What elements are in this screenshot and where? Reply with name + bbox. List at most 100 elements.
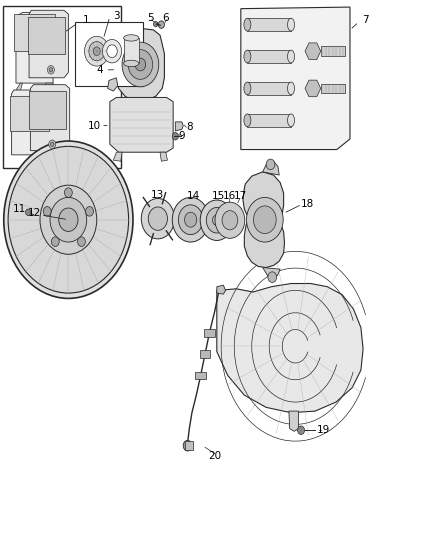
Polygon shape bbox=[113, 152, 122, 161]
Polygon shape bbox=[263, 161, 279, 175]
Polygon shape bbox=[263, 268, 280, 278]
Circle shape bbox=[172, 133, 178, 140]
Ellipse shape bbox=[288, 114, 294, 127]
Polygon shape bbox=[12, 90, 52, 155]
Polygon shape bbox=[28, 17, 65, 54]
Circle shape bbox=[215, 202, 245, 238]
Polygon shape bbox=[16, 12, 59, 83]
Text: 12: 12 bbox=[28, 208, 41, 219]
Ellipse shape bbox=[124, 35, 139, 41]
Polygon shape bbox=[160, 152, 167, 161]
Polygon shape bbox=[289, 411, 298, 431]
Circle shape bbox=[178, 205, 203, 235]
Circle shape bbox=[247, 197, 283, 242]
Text: 16: 16 bbox=[223, 191, 236, 201]
Polygon shape bbox=[175, 122, 183, 131]
Circle shape bbox=[153, 21, 158, 27]
Text: 17: 17 bbox=[233, 191, 247, 201]
Polygon shape bbox=[217, 284, 363, 413]
Circle shape bbox=[268, 272, 277, 282]
Circle shape bbox=[128, 50, 152, 79]
Ellipse shape bbox=[244, 50, 251, 63]
Text: 15: 15 bbox=[212, 191, 225, 201]
Bar bbox=[247, 18, 291, 31]
Polygon shape bbox=[11, 96, 49, 131]
Circle shape bbox=[107, 45, 117, 58]
Circle shape bbox=[64, 188, 72, 197]
Text: 7: 7 bbox=[362, 15, 369, 26]
Circle shape bbox=[25, 209, 31, 215]
Circle shape bbox=[43, 207, 51, 216]
Text: 3: 3 bbox=[113, 11, 120, 21]
Text: 5: 5 bbox=[147, 13, 153, 23]
Text: 9: 9 bbox=[179, 131, 185, 141]
Circle shape bbox=[148, 207, 167, 230]
Circle shape bbox=[254, 206, 276, 233]
Circle shape bbox=[47, 66, 54, 74]
Circle shape bbox=[183, 440, 192, 451]
Circle shape bbox=[93, 47, 100, 55]
Circle shape bbox=[122, 42, 159, 87]
Text: 8: 8 bbox=[186, 122, 193, 132]
Polygon shape bbox=[305, 43, 321, 60]
Bar bbox=[124, 38, 139, 63]
Circle shape bbox=[49, 140, 56, 149]
Circle shape bbox=[50, 142, 54, 147]
Bar bbox=[321, 84, 345, 93]
Circle shape bbox=[85, 207, 93, 216]
Circle shape bbox=[49, 68, 53, 72]
Ellipse shape bbox=[288, 18, 294, 31]
Circle shape bbox=[200, 200, 233, 240]
Circle shape bbox=[4, 141, 133, 298]
Polygon shape bbox=[29, 10, 68, 78]
Text: 19: 19 bbox=[317, 425, 330, 435]
Text: 11: 11 bbox=[12, 204, 26, 214]
Circle shape bbox=[89, 42, 105, 61]
Text: 13: 13 bbox=[150, 190, 164, 200]
Circle shape bbox=[51, 237, 59, 246]
Polygon shape bbox=[110, 98, 173, 152]
Text: 20: 20 bbox=[208, 451, 221, 461]
Bar bbox=[75, 22, 143, 86]
Text: 1: 1 bbox=[82, 15, 89, 26]
Bar bbox=[247, 114, 291, 127]
Bar bbox=[3, 6, 121, 168]
Polygon shape bbox=[243, 172, 285, 268]
Polygon shape bbox=[14, 14, 55, 51]
Polygon shape bbox=[217, 285, 226, 294]
Bar bbox=[321, 46, 345, 56]
Text: 6: 6 bbox=[162, 13, 169, 23]
Bar bbox=[195, 372, 206, 379]
Ellipse shape bbox=[124, 60, 139, 67]
Circle shape bbox=[206, 207, 227, 233]
Polygon shape bbox=[305, 80, 321, 96]
Circle shape bbox=[78, 237, 85, 246]
Circle shape bbox=[8, 147, 129, 293]
Polygon shape bbox=[106, 43, 117, 54]
Bar bbox=[200, 351, 210, 358]
Circle shape bbox=[102, 39, 122, 63]
Circle shape bbox=[266, 159, 275, 169]
Ellipse shape bbox=[244, 82, 251, 95]
Polygon shape bbox=[46, 83, 53, 94]
Ellipse shape bbox=[244, 18, 251, 31]
Text: 4: 4 bbox=[97, 65, 103, 75]
Circle shape bbox=[85, 36, 109, 66]
Bar bbox=[247, 50, 291, 63]
Text: 10: 10 bbox=[88, 120, 101, 131]
Polygon shape bbox=[14, 83, 22, 94]
Circle shape bbox=[40, 185, 97, 254]
Bar bbox=[185, 441, 193, 450]
Ellipse shape bbox=[288, 82, 294, 95]
Circle shape bbox=[222, 211, 238, 230]
Circle shape bbox=[141, 198, 174, 239]
Circle shape bbox=[59, 208, 78, 231]
Circle shape bbox=[158, 21, 164, 28]
Polygon shape bbox=[29, 91, 66, 130]
Circle shape bbox=[50, 197, 87, 242]
Polygon shape bbox=[117, 28, 164, 101]
Bar bbox=[247, 82, 291, 95]
Polygon shape bbox=[30, 85, 70, 151]
Ellipse shape bbox=[244, 114, 251, 127]
Bar bbox=[204, 329, 215, 337]
